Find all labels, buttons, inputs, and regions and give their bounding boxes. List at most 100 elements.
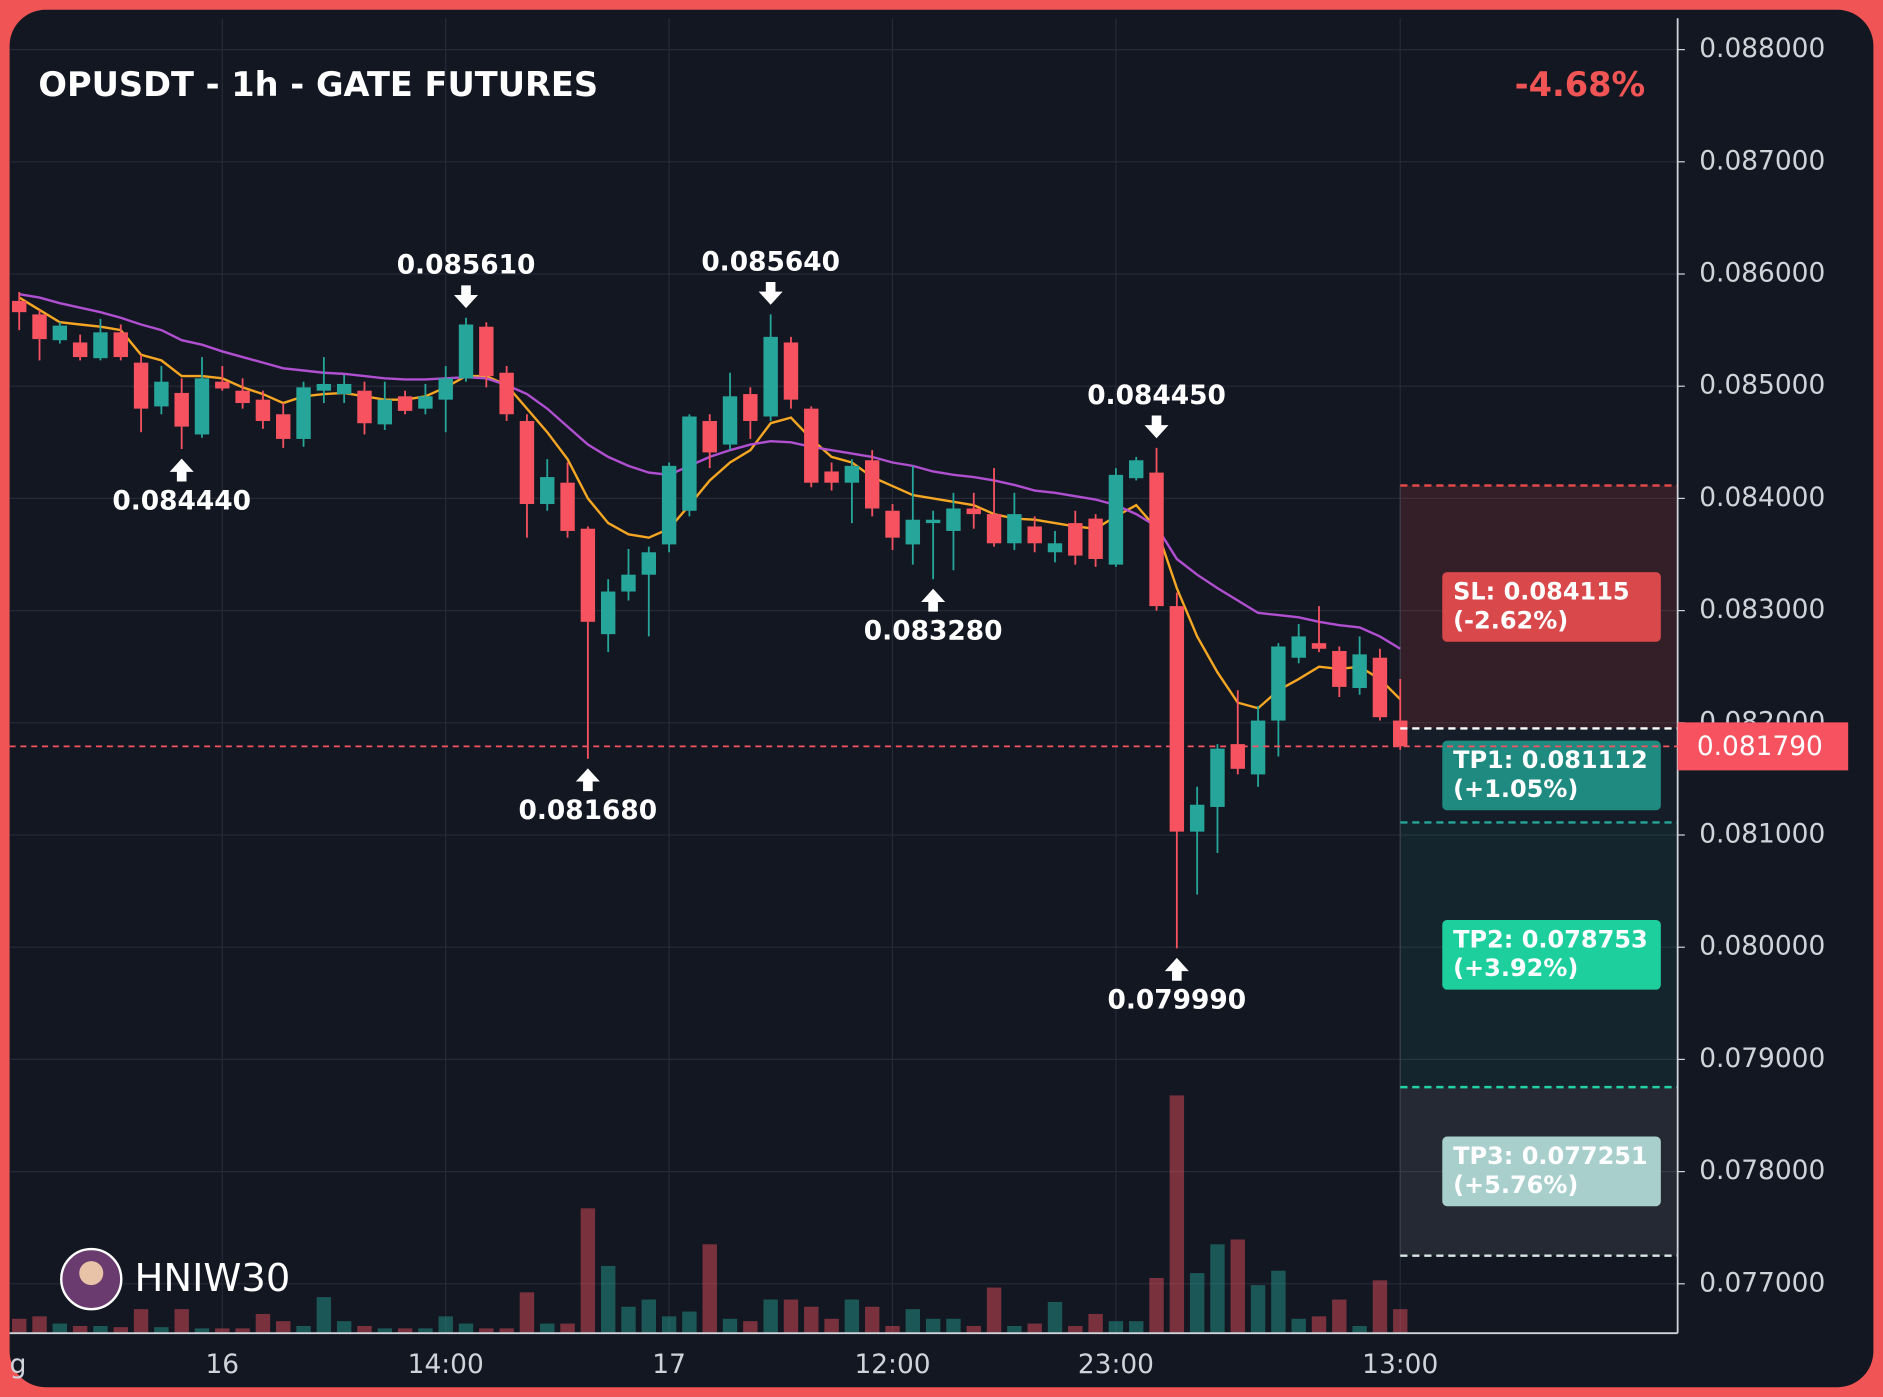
annotation-label: 0.081680 <box>519 795 658 826</box>
annotation-label: 0.085640 <box>701 246 840 277</box>
volume-bar <box>1291 1318 1306 1334</box>
watermark: HNIW30 <box>135 1256 291 1301</box>
level-box <box>1442 1136 1661 1207</box>
candle-body <box>804 408 819 483</box>
volume-bar <box>32 1316 47 1334</box>
candle-body <box>255 399 271 421</box>
volume-bar <box>580 1208 596 1334</box>
volume-bar <box>804 1306 819 1334</box>
volume-bar <box>215 1328 230 1334</box>
candle-body <box>316 383 332 391</box>
y-tick-label: 0.079000 <box>1699 1043 1825 1074</box>
annotations: 0.085610 0.085640 0.084450 0.084440 0.081680… <box>112 246 1246 1015</box>
volume-bar <box>336 1321 352 1334</box>
candle-body <box>296 387 311 439</box>
volume-bar <box>12 1318 27 1334</box>
level-change: (+1.05%) <box>1453 775 1578 803</box>
moving-average <box>18 296 1402 710</box>
candle-body <box>885 510 900 538</box>
volume-bar <box>600 1265 616 1334</box>
volume-bar <box>1352 1325 1367 1334</box>
candle-body <box>336 383 352 395</box>
volume-bar <box>1230 1239 1245 1334</box>
candle-body <box>702 420 717 453</box>
candle-body <box>1291 636 1306 658</box>
candle-body <box>1393 720 1408 747</box>
x-tick-label: 17 <box>652 1349 686 1380</box>
volume-bar <box>1332 1299 1347 1334</box>
volume-bar <box>824 1318 839 1334</box>
volume-bar <box>255 1313 271 1334</box>
candle-body <box>1068 523 1083 556</box>
volume-bar <box>154 1327 169 1334</box>
candle-body <box>905 519 921 545</box>
chart-background <box>9 9 1874 1388</box>
volume-bar <box>560 1323 575 1334</box>
volume-bar <box>1007 1325 1022 1334</box>
annotation-label: 0.079990 <box>1108 985 1247 1016</box>
candle-body <box>966 508 981 515</box>
volume-bar <box>946 1318 961 1334</box>
candle-body <box>93 332 108 359</box>
avatar-face <box>79 1261 104 1286</box>
volume-bar <box>722 1318 738 1334</box>
volume-bar <box>966 1325 981 1334</box>
candle-body <box>235 390 250 404</box>
candle-body <box>1311 643 1327 649</box>
arrow-up <box>921 588 946 612</box>
volume-bar <box>885 1325 900 1334</box>
candle-body <box>743 394 758 421</box>
volume-bar <box>1210 1244 1225 1334</box>
volume-bar <box>113 1327 128 1334</box>
volume-bar <box>519 1292 535 1334</box>
volume-bar <box>905 1309 921 1334</box>
volume-bar <box>479 1328 494 1334</box>
volume-bar <box>133 1309 149 1334</box>
candles <box>12 291 1408 949</box>
candle-body <box>72 342 88 358</box>
candle-body <box>174 392 189 427</box>
volume-bar <box>540 1323 555 1334</box>
candle-body <box>194 378 210 435</box>
y-tick-label: 0.077000 <box>1699 1267 1825 1298</box>
level-box <box>1442 919 1661 990</box>
arrow-up <box>169 458 194 482</box>
volume-bar <box>397 1328 413 1334</box>
candle-body <box>1129 460 1144 479</box>
candle-body <box>1271 646 1286 721</box>
arrow-down <box>1144 415 1169 439</box>
volume-bar <box>1311 1316 1327 1334</box>
volume-bar <box>438 1316 453 1334</box>
candle-body <box>377 399 392 425</box>
volume-bar <box>1372 1280 1388 1334</box>
candle-body <box>783 342 799 400</box>
volume-bar <box>316 1297 332 1334</box>
y-tick-label: 0.086000 <box>1699 258 1825 289</box>
x-tick-label: 14:00 <box>408 1349 484 1380</box>
candle-body <box>1372 657 1388 718</box>
candle-body <box>418 396 433 409</box>
candle-body <box>682 416 697 511</box>
level-box <box>1442 572 1661 642</box>
y-tick-label: 0.087000 <box>1699 145 1825 176</box>
level-change: (+3.92%) <box>1453 954 1578 982</box>
volume-bar <box>1027 1323 1042 1334</box>
candle-body <box>986 514 1002 544</box>
volume-bar <box>925 1318 941 1334</box>
y-tick-label: 0.078000 <box>1699 1155 1825 1186</box>
candle-body <box>32 314 47 340</box>
candle-body <box>52 325 68 341</box>
y-tick-label: 0.080000 <box>1699 931 1825 962</box>
candle-body <box>946 508 961 531</box>
volume-bar <box>174 1309 189 1334</box>
y-tick-label: 0.081000 <box>1699 819 1825 850</box>
candle-body <box>215 381 230 389</box>
candle-body <box>1189 804 1205 832</box>
volume-bar <box>1169 1095 1185 1334</box>
y-tick-label: 0.085000 <box>1699 370 1825 401</box>
y-tick-label: 0.088000 <box>1699 33 1825 64</box>
annotation-label: 0.084440 <box>112 485 251 516</box>
level-box <box>1442 740 1661 811</box>
